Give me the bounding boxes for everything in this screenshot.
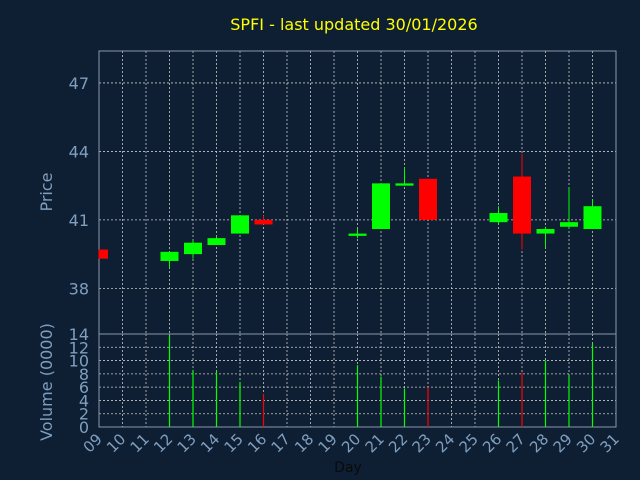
x-tick-label: 22 [385, 430, 411, 456]
volume-tick-label: 12 [69, 338, 89, 357]
candle-body [207, 238, 226, 245]
volume-tick-label: 8 [79, 365, 89, 384]
candle-27 [513, 153, 531, 250]
price-tick-label: 47 [69, 74, 89, 93]
x-tick-label: 18 [291, 430, 317, 456]
candle-body [254, 219, 273, 225]
volume-tick-label: 6 [79, 378, 89, 397]
chart-title: SPFI - last updated 30/01/2026 [230, 15, 477, 34]
candle-14 [207, 235, 226, 245]
x-tick-label: 19 [315, 430, 341, 456]
x-tick-label: 27 [503, 430, 529, 456]
candle-body [489, 213, 508, 223]
candle-23 [419, 178, 437, 220]
candle-body [536, 229, 555, 234]
price-tick-label: 38 [69, 279, 89, 298]
x-tick-label: 20 [338, 430, 364, 456]
x-tick-label: 15 [221, 430, 247, 456]
candle-body [160, 251, 179, 261]
candle-09 [98, 249, 108, 259]
candle-30 [583, 199, 602, 230]
candle-body [513, 176, 531, 234]
price-tick-label: 41 [69, 211, 89, 230]
candle-body [560, 222, 578, 227]
x-axis-ticks: 0910111213141516171819202122232425262728… [80, 430, 623, 456]
candle-21 [372, 183, 390, 230]
x-tick-label: 31 [597, 430, 623, 456]
price-axis-label: Price [37, 172, 56, 211]
candle-26 [489, 206, 508, 225]
candle-body [348, 233, 367, 236]
x-tick-label: 28 [526, 430, 552, 456]
candle-body [99, 249, 108, 259]
candle-16 [254, 215, 273, 225]
candle-12 [160, 251, 179, 268]
x-axis-label: Day [334, 460, 362, 476]
price-tick-label: 44 [69, 142, 89, 161]
x-tick-label: 11 [127, 430, 153, 456]
x-tick-label: 10 [103, 430, 129, 456]
candle-20 [348, 229, 367, 239]
candle-13 [184, 240, 202, 259]
candle-body [231, 215, 249, 234]
candle-15 [231, 215, 249, 234]
price-y-axis-ticks: 38 41 44 47 [69, 74, 89, 298]
x-tick-label: 14 [197, 430, 223, 456]
x-tick-label: 23 [409, 430, 435, 456]
x-tick-label: 29 [550, 430, 576, 456]
x-tick-label: 17 [268, 430, 294, 456]
x-tick-label: 13 [174, 430, 200, 456]
volume-bar-series [168, 335, 594, 427]
candle-body [419, 178, 437, 220]
x-tick-label: 30 [573, 430, 599, 456]
volume-tick-label: 14 [69, 325, 89, 344]
x-tick-label: 16 [244, 430, 270, 456]
candle-29 [560, 187, 578, 230]
volume-tick-label: 4 [79, 391, 89, 410]
candlestick-series [98, 153, 602, 268]
volume-tick-label: 0 [79, 418, 89, 437]
candle-body [184, 242, 202, 255]
price-gridlines [98, 51, 617, 334]
volume-tick-label: 2 [79, 405, 89, 424]
candle-28 [536, 226, 555, 248]
x-tick-label: 25 [456, 430, 482, 456]
candle-body [372, 183, 390, 230]
candle-22 [395, 167, 414, 186]
x-tick-label: 12 [150, 430, 176, 456]
x-tick-label: 26 [479, 430, 505, 456]
x-tick-label: 21 [362, 430, 388, 456]
candle-body [395, 183, 414, 186]
volume-tick-label: 10 [69, 352, 89, 371]
volume-axis-label: Volume (0000) [37, 323, 56, 441]
x-tick-label: 24 [432, 430, 458, 456]
candle-body [583, 206, 602, 230]
